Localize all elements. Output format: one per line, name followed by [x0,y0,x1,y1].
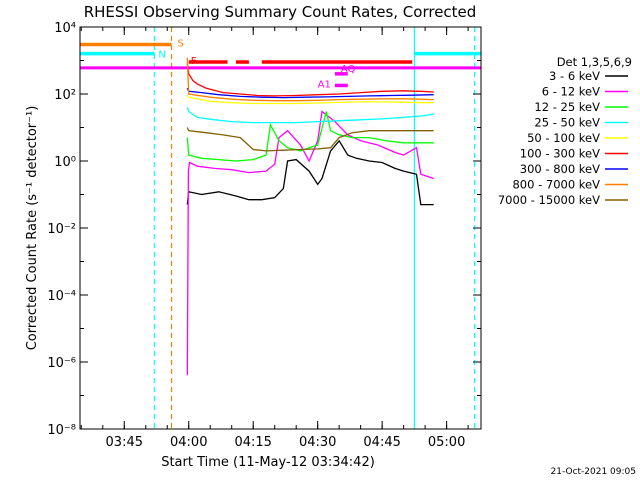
y-axis-ticks: 10⁻⁸ 10⁻⁶ 10⁻⁴ 10⁻² 10⁰ 10² 10⁴ [47,21,481,438]
legend-label-4: 50 - 100 keV [527,131,600,145]
legend-label-3: 25 - 50 keV [534,116,600,130]
series-line-8 [186,127,434,152]
series-line-7 [186,57,434,102]
legend-label-8: 7000 - 15000 keV [498,193,600,207]
series-line-6 [186,87,434,99]
x-axis-label: Start Time (11-May-12 03:34:42) [161,455,375,470]
status-label-f: F [191,56,197,67]
status-label-n: N [158,50,165,61]
y-tick-label-5: 10² [54,88,76,103]
series-line-5 [186,63,434,97]
legend-label-0: 3 - 6 keV [549,69,600,83]
legend-title: Det 1,3,5,6,9 [557,55,632,69]
series-line-4 [186,95,434,105]
status-label-s: S [178,39,184,50]
x-axis-ticks: 03:45 04:00 04:15 04:30 04:45 05:00 [80,27,469,450]
x-tick-label-5: 05:00 [428,435,465,450]
y-tick-label-1: 10⁻⁶ [47,356,76,371]
series-line-3 [186,107,434,124]
chart-title: RHESSI Observing Summary Count Rates, Co… [84,3,477,21]
x-tick-label-3: 04:30 [299,435,336,450]
series-line-0 [186,139,434,206]
status-label-a1: A1 [318,79,331,90]
status-label-aq: AQ [341,64,356,75]
y-tick-label-4: 10⁰ [54,155,76,170]
x-tick-label-2: 04:15 [234,435,271,450]
plot-frame [79,26,482,430]
x-tick-label-0: 03:45 [106,435,143,450]
legend-label-1: 6 - 12 keV [542,85,600,99]
y-tick-label-2: 10⁻⁴ [47,289,76,304]
x-tick-label-4: 04:45 [363,435,400,450]
legend-label-2: 12 - 25 keV [534,100,600,114]
y-tick-label-6: 10⁴ [54,21,76,36]
y-tick-label-3: 10⁻² [47,222,76,237]
legend-label-5: 100 - 300 keV [520,147,600,161]
legend-label-6: 300 - 800 keV [520,162,600,176]
legend-label-7: 800 - 7000 keV [512,178,600,192]
footer-date: 21-Oct-2021 09:05 [551,467,636,477]
series-line-1 [186,110,434,376]
x-tick-label-1: 04:00 [170,435,207,450]
y-tick-label-0: 10⁻⁸ [47,423,76,438]
plot-area [80,27,481,429]
y-axis-label: Corrected Count Rate (s⁻¹ detector⁻¹) [25,106,40,351]
